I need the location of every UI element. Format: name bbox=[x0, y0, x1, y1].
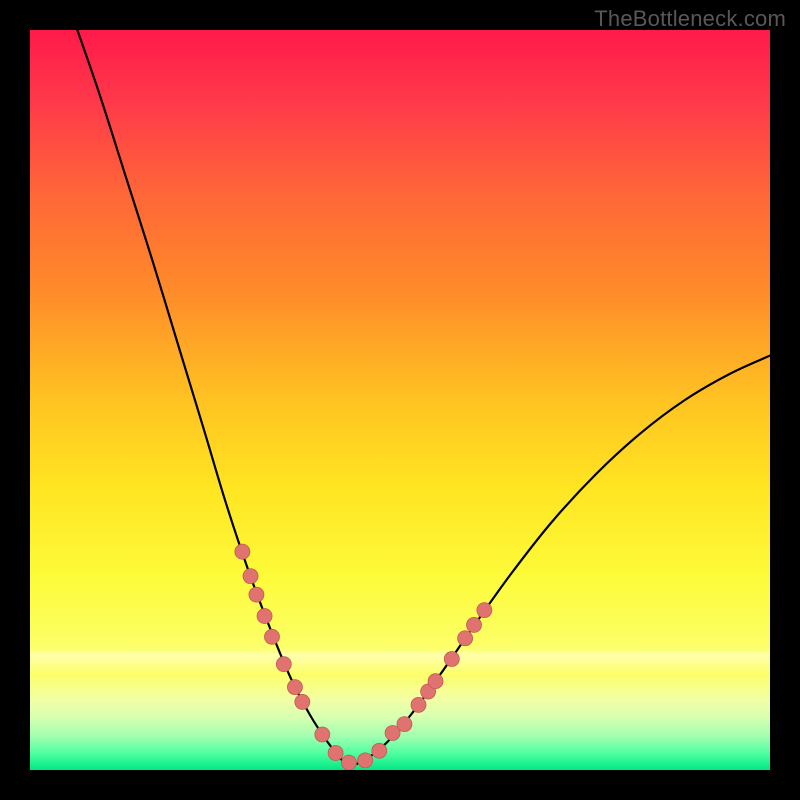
outer-frame: TheBottleneck.com bbox=[0, 0, 800, 800]
marker-right bbox=[477, 603, 492, 618]
marker-left bbox=[295, 694, 310, 709]
marker-right bbox=[444, 652, 459, 667]
marker-left bbox=[276, 657, 291, 672]
marker-left bbox=[235, 544, 250, 559]
marker-right bbox=[428, 674, 443, 689]
marker-left bbox=[287, 680, 302, 695]
marker-valley bbox=[315, 727, 330, 742]
marker-valley bbox=[358, 753, 373, 768]
marker-right bbox=[411, 697, 426, 712]
marker-valley bbox=[341, 755, 356, 770]
marker-left bbox=[257, 609, 272, 624]
gradient-background bbox=[30, 30, 770, 770]
watermark-text: TheBottleneck.com bbox=[594, 6, 786, 32]
marker-valley bbox=[372, 743, 387, 758]
marker-left bbox=[243, 569, 258, 584]
marker-left bbox=[249, 587, 264, 602]
marker-valley bbox=[328, 745, 343, 760]
plot-svg bbox=[30, 30, 770, 770]
marker-right bbox=[458, 631, 473, 646]
marker-right bbox=[397, 717, 412, 732]
plot-area bbox=[30, 30, 770, 770]
marker-left bbox=[264, 629, 279, 644]
marker-right bbox=[467, 617, 482, 632]
